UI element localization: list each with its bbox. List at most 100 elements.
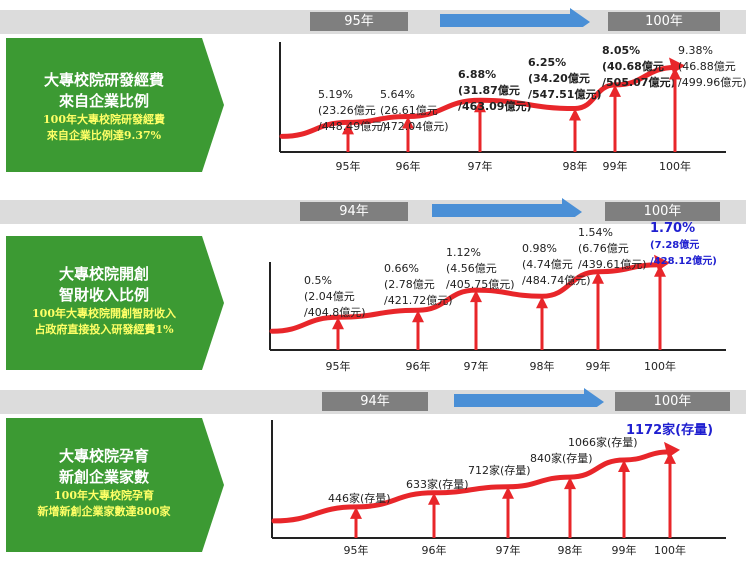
data-label: /499.96億元) (678, 76, 746, 89)
ip-income-chart: 95年 0.5% (2.04億元/404.8億元) 96年 0.66% (2.78億元/4… (269, 221, 726, 373)
data-label: /439.61億元) (578, 258, 647, 271)
green-title-line2: 智財收入比例 (58, 286, 149, 304)
green-sub-line2: 占政府直接投入研發經費1% (34, 323, 174, 336)
data-label: (34.20億元 (528, 71, 590, 85)
value-point (342, 122, 354, 135)
data-label: 1.70% (650, 221, 695, 236)
band-end-tag: 100年 (608, 12, 720, 31)
value-point (332, 317, 344, 330)
value-point (402, 116, 414, 129)
x-tick-label: 95年 (344, 543, 369, 557)
data-label: 446家(存量) (328, 491, 391, 505)
data-label: (7.28億元 (650, 238, 699, 251)
data-label: 712家(存量) (468, 463, 531, 477)
data-label: /448.49億元) (318, 120, 387, 133)
rd-funding-chart: 95年 5.19% (23.26億元/448.49億元) 96年 5.64% (26.61… (279, 42, 746, 173)
data-label: 1066家(存量) (568, 435, 638, 449)
data-label: (46.88億元 (678, 60, 736, 73)
data-label: 633家(存量) (406, 477, 469, 491)
data-label: (40.68億元 (602, 59, 664, 73)
data-label: /405.75億元) (446, 278, 515, 291)
value-point (502, 486, 514, 499)
data-label: /404.8億元) (304, 306, 366, 319)
x-tick-label: 97年 (464, 359, 489, 373)
green-sub-line1: 100年大專校院研發經費 (43, 113, 165, 126)
green-label-box: 大專校院研發經費 來自企業比例 100年大專校院研發經費 來自企業比例達9.37… (6, 38, 226, 172)
x-tick-label: 96年 (396, 159, 421, 173)
value-point (470, 290, 482, 303)
data-label: 0.98% (522, 242, 557, 255)
green-title-line1: 大專校院研發經費 (43, 71, 164, 89)
data-label: 1172家(存量) (626, 422, 713, 438)
data-label: 840家(存量) (530, 451, 593, 465)
x-tick-label: 98年 (530, 359, 555, 373)
data-label: 6.88% (458, 68, 496, 81)
data-label: (2.04億元 (304, 290, 355, 303)
data-label: 8.05% (602, 44, 640, 57)
trend-arrow-icon (669, 57, 685, 74)
trend-line (271, 449, 673, 524)
value-point (592, 271, 604, 284)
green-sub-line1: 100年大專校院開創智財收入 (32, 307, 176, 320)
green-label-box: 大專校院開創 智財收入比例 100年大專校院開創智財收入 占政府直接投入研發經費… (6, 236, 226, 370)
band-end-tag: 100年 (615, 392, 730, 411)
x-tick-label: 97年 (496, 543, 521, 557)
green-sub-line2: 來自企業比例達9.37% (46, 129, 162, 142)
x-tick-label: 96年 (406, 359, 431, 373)
data-label: (4.74億元 (522, 258, 573, 271)
green-title-line2: 來自企業比例 (58, 92, 149, 110)
panel-rd-funding: 95年 100年 大專校院研發經費 來自企業比例 100年大專校院研發經費 來自… (0, 0, 746, 190)
data-label: 6.25% (528, 56, 566, 69)
data-label: 1.54% (578, 226, 613, 239)
value-point (569, 108, 581, 121)
data-label: /505.07億元) (602, 75, 676, 89)
band-arrow-icon (454, 388, 604, 407)
data-label: (2.78億元 (384, 278, 435, 291)
x-tick-label: 98年 (563, 159, 588, 173)
value-point (474, 100, 486, 113)
band-start-tag: 94年 (322, 392, 428, 411)
value-point (654, 264, 666, 277)
x-tick-label: 96年 (422, 543, 447, 557)
trend-arrow-icon (664, 441, 680, 458)
value-point (669, 67, 681, 80)
band-start-tag: 94年 (300, 202, 408, 221)
trend-line (269, 262, 663, 334)
data-label: (26.61億元 (380, 104, 438, 117)
panel-ip-income: 94年 100年 大專校院開創 智財收入比例 100年大專校院開創智財收入 占政… (0, 196, 746, 386)
data-label: /428.12億元) (650, 254, 717, 267)
value-point (664, 451, 676, 464)
green-sub-line2: 新增新創企業家數達800家 (37, 505, 171, 518)
green-title-line1: 大專校院孕育 (58, 447, 149, 465)
value-point (609, 84, 621, 97)
x-tick-label: 99年 (603, 159, 628, 173)
green-title-line2: 新創企業家數 (58, 468, 149, 486)
value-point (412, 310, 424, 323)
x-tick-label: 100年 (644, 359, 676, 373)
band-arrow-icon (432, 198, 582, 217)
data-label: 5.19% (318, 88, 353, 101)
x-tick-label: 95年 (336, 159, 361, 173)
data-label: /484.74億元) (522, 274, 591, 287)
startups-chart: 95年 446家(存量) 96年 633家(存量) 97年 712家(存量) 98年 840家… (271, 420, 726, 557)
band-arrow-icon (440, 8, 590, 27)
data-label: 1.12% (446, 246, 481, 259)
panel-startups: 94年 100年 大專校院孕育 新創企業家數 100年大專校院孕育 新增新創企業… (0, 388, 746, 563)
band-end-tag: 100年 (605, 202, 720, 221)
data-label: 5.64% (380, 88, 415, 101)
x-tick-label: 100年 (659, 159, 691, 173)
green-title-line1: 大專校院開創 (58, 265, 149, 283)
data-label: /463.09億元) (458, 99, 532, 113)
data-label: /547.51億元) (528, 87, 602, 101)
value-point (350, 506, 362, 519)
value-point (428, 492, 440, 505)
trend-arrow-icon (654, 254, 670, 271)
x-tick-label: 98年 (558, 543, 583, 557)
data-label: /421.72億元) (384, 294, 453, 307)
x-tick-label: 97年 (468, 159, 493, 173)
x-tick-label: 99年 (586, 359, 611, 373)
data-label: (6.76億元 (578, 242, 629, 255)
green-sub-line1: 100年大專校院孕育 (54, 489, 154, 502)
value-point (564, 477, 576, 490)
green-label-box: 大專校院孕育 新創企業家數 100年大專校院孕育 新增新創企業家數達800家 (6, 418, 226, 552)
